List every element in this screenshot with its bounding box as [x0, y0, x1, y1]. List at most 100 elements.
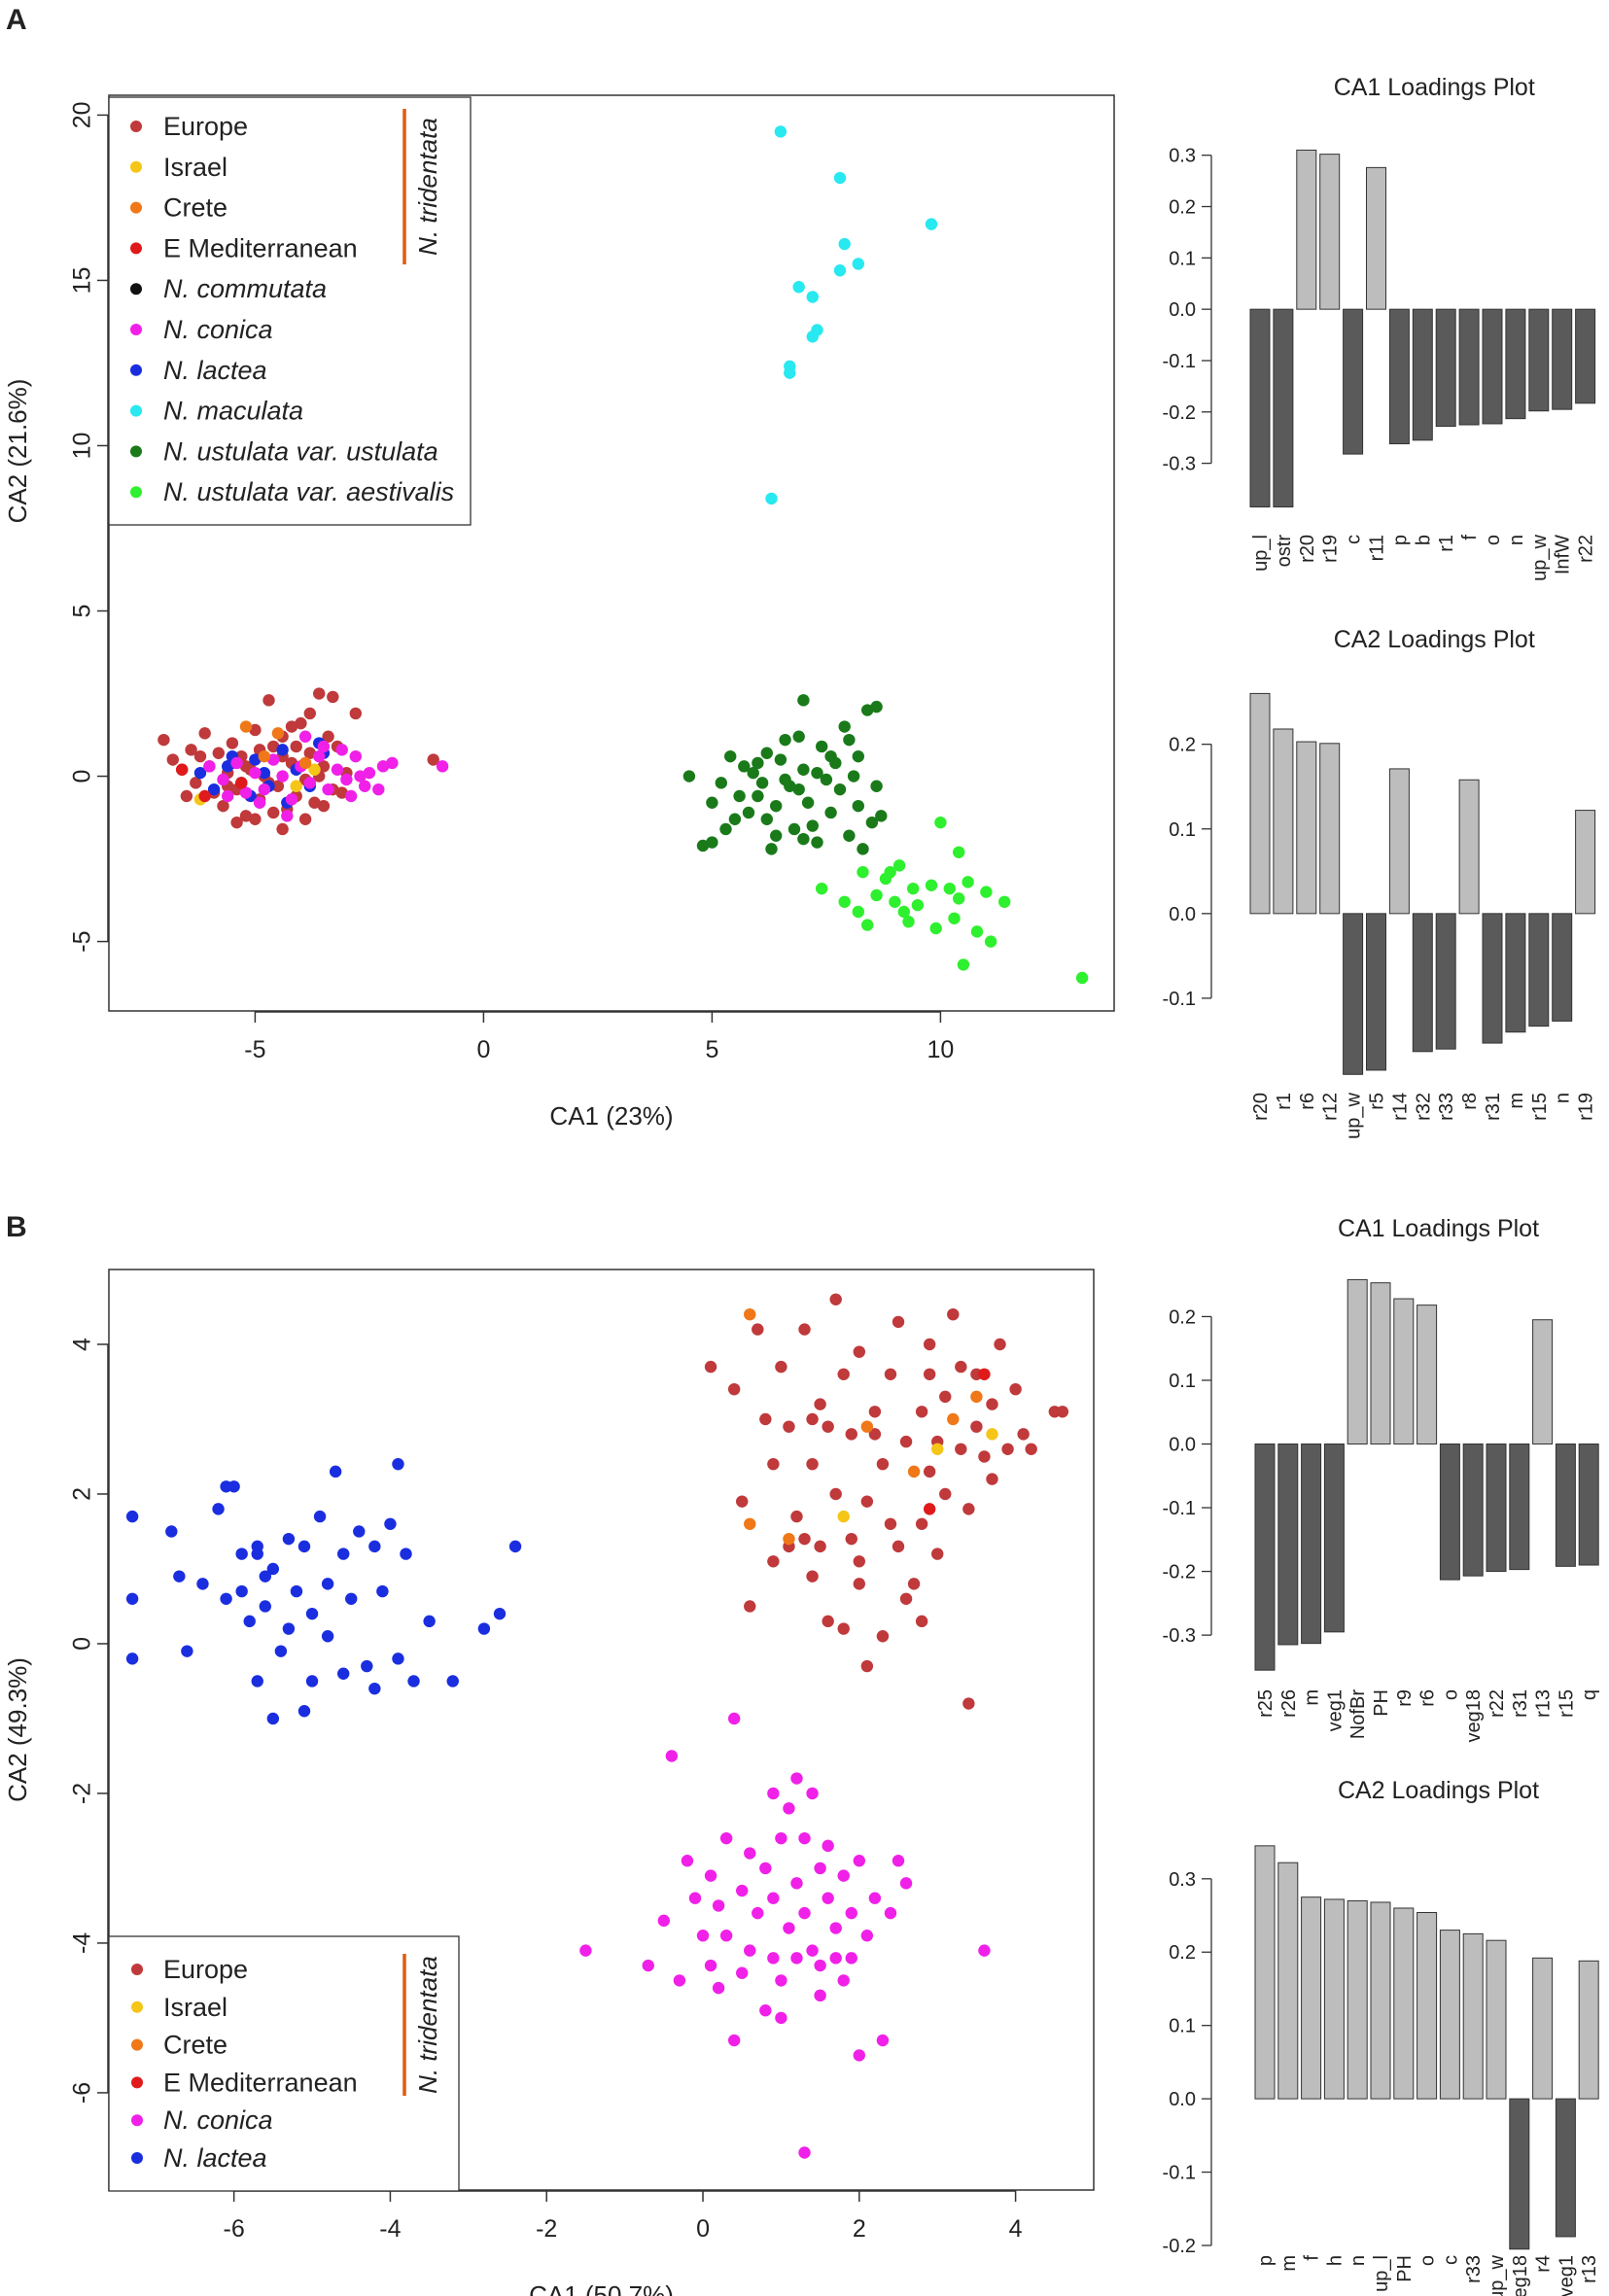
panela-load1-y-tick-label: -0.1: [1163, 351, 1196, 372]
panelb-point-lactea: [243, 1615, 256, 1628]
panelb-x-tick-label: -4: [379, 2215, 401, 2243]
panelb-legend-marker-crete: [131, 2038, 143, 2051]
panelb-point-lactea: [282, 1532, 296, 1546]
panela-point-europe: [217, 799, 229, 813]
panela-load1-bar-label: o: [1483, 535, 1504, 545]
panela-load2-y-tick-label: -0.1: [1163, 989, 1196, 1010]
panelb-point-conica: [783, 1922, 795, 1934]
panelb-y-axis-label: CA2 (49.3%): [3, 1657, 32, 1802]
panelb-load1-bar-label: veg1: [1324, 1689, 1346, 1731]
panelb-point-conica: [767, 1892, 780, 1904]
panela-point-ustulata: [797, 763, 810, 776]
panela-legend-text-emed: E Mediterranean: [163, 233, 358, 262]
panela-point-ustulata: [724, 749, 737, 763]
panelb-load1-bar-label: r15: [1556, 1689, 1577, 1718]
panelb-load2-title: CA2 Loadings Plot: [1338, 1777, 1539, 1804]
panela-point-europe: [295, 716, 307, 730]
panela-point-ustulata: [843, 829, 856, 842]
panela-point-aestivalis: [861, 919, 874, 931]
panela-point-europe: [185, 744, 197, 756]
panelb-load2-bar-label: m: [1278, 2255, 1300, 2272]
panela-point-aestivalis: [884, 865, 896, 879]
panela-legend-text-maculata: N. maculata: [163, 397, 303, 426]
panela-point-europe: [267, 806, 280, 819]
panelb-point-europe: [986, 1398, 998, 1410]
panelb-point-lactea: [165, 1525, 178, 1538]
panela-point-conica: [354, 770, 367, 783]
panelb-point-lactea: [345, 1592, 358, 1605]
panela-point-conica: [317, 740, 331, 753]
panelb-load1-bar: [1462, 1444, 1484, 1577]
panelb-load1-bar-label: r9: [1394, 1689, 1416, 1707]
panelb-point-lactea: [297, 1705, 311, 1718]
panela-point-ustulata: [715, 777, 727, 789]
panelb-point-europe: [806, 1412, 819, 1426]
panelb-legend-marker-conica: [131, 2114, 143, 2127]
panela-legend-text-israel: Israel: [163, 153, 227, 182]
panelb-load1-bar: [1532, 1319, 1554, 1445]
panel-label-a: A: [6, 4, 27, 36]
panelb-scatter-frame: [108, 1269, 1095, 2191]
panelb-point-europe: [915, 1615, 928, 1628]
panela-load1-bar: [1552, 308, 1573, 410]
panelb-load2-y-tick-label: 0.1: [1169, 2016, 1196, 2037]
panela-load1-bar-label: ostr: [1274, 535, 1295, 568]
panela-point-ustulata: [752, 789, 764, 803]
panelb-point-europe: [829, 1293, 842, 1305]
panelb-load2-bar-label: r33: [1463, 2255, 1485, 2283]
panelb-point-conica: [876, 2034, 890, 2047]
panelb-load2-bar-label: up_w: [1487, 2254, 1508, 2296]
panela-point-lactea: [276, 744, 289, 756]
panelb-load2-bar: [1578, 1960, 1599, 2100]
panelb-load1-title: CA1 Loadings Plot: [1338, 1215, 1539, 1242]
panelb-point-lactea: [290, 1584, 303, 1598]
panela-load2-bar: [1273, 728, 1294, 915]
panela-point-aestivalis: [816, 882, 828, 895]
panelb-point-conica: [798, 2146, 811, 2159]
panelb-point-lactea: [392, 1652, 404, 1665]
panela-load2-bar: [1249, 692, 1271, 915]
panelb-point-conica: [736, 1966, 749, 1979]
panelb-load2-bar-label: p: [1255, 2255, 1277, 2266]
panelb-point-conica: [845, 1906, 857, 1920]
panela-point-ustulata: [811, 836, 823, 849]
panelb-point-europe: [837, 1368, 850, 1380]
panela-tridentata-label: N. tridentata: [413, 118, 442, 256]
panelb-point-lactea: [251, 1548, 263, 1560]
panela-point-ustulata: [847, 770, 860, 783]
panela-point-ustulata: [787, 822, 801, 836]
panelb-load1-bar-label: r6: [1417, 1689, 1439, 1707]
panelb-point-europe: [915, 1517, 928, 1530]
panela-point-ustulata: [870, 780, 883, 792]
panelb-load2-y-tick-label: -0.1: [1163, 2163, 1196, 2184]
panela-legend-text-europe: Europe: [163, 112, 248, 141]
panela-point-ustulata: [816, 740, 828, 753]
panela-point-aestivalis: [838, 895, 851, 908]
panela-load1-bar-label: p: [1389, 535, 1411, 545]
panelb-x-tick-label: -2: [536, 2215, 557, 2243]
panelb-point-europe: [853, 1345, 866, 1358]
panelb-point-crete: [744, 1307, 756, 1321]
panelb-point-europe: [853, 1578, 866, 1590]
panela-point-maculata: [838, 237, 851, 251]
panelb-point-emed: [923, 1503, 936, 1515]
panela-point-aestivalis: [929, 922, 942, 935]
panela-point-conica: [359, 780, 371, 792]
panela-point-ustulata: [852, 749, 864, 763]
panela-load2-bar-label: up_w: [1344, 1092, 1365, 1138]
panela-point-conica: [253, 796, 266, 809]
panelb-load2-bar-label: o: [1417, 2255, 1439, 2266]
panela-legend-text-commutata: N. commutata: [163, 274, 327, 303]
panelb-point-europe: [767, 1555, 780, 1568]
panelb-point-europe: [822, 1615, 834, 1628]
panelb-point-europe: [931, 1548, 944, 1560]
panela-legend-text-ustulata: N. ustulata var. ustulata: [163, 436, 438, 466]
panelb-point-europe: [767, 1457, 780, 1471]
panelb-point-europe: [907, 1578, 921, 1590]
panela-legend-text-conica: N. conica: [163, 315, 273, 344]
panelb-point-conica: [752, 1906, 764, 1920]
panelb-x-tick-label: 2: [853, 2215, 866, 2243]
panelb-point-lactea: [384, 1517, 397, 1530]
panela-point-ustulata: [861, 704, 874, 716]
panelb-point-lactea: [321, 1578, 334, 1590]
